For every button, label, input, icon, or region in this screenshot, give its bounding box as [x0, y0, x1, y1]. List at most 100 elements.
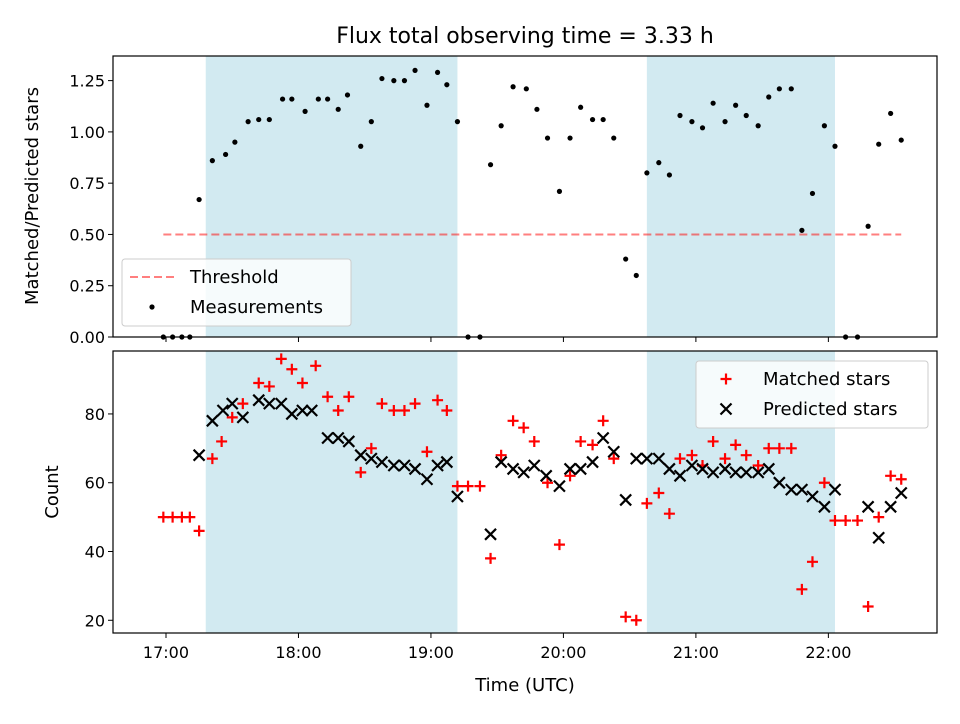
measurement-point [788, 86, 794, 92]
measurement-point [498, 123, 504, 129]
measurement-point [776, 86, 782, 92]
predicted-star-point [894, 486, 908, 500]
matched-star-point [206, 453, 218, 465]
bottom-x-tick-label: 19:00 [408, 643, 454, 662]
bottom-y-tick-label: 40 [85, 542, 105, 561]
measurement-point [325, 96, 331, 102]
matched-star-point [507, 415, 519, 427]
matched-star-point [332, 404, 344, 416]
predicted-star-point [236, 411, 250, 424]
legend-predicted-swatch [719, 402, 733, 416]
measurement-point [755, 123, 761, 129]
predicted-star-point [354, 448, 368, 462]
matched-star-point [237, 398, 249, 410]
bottom-y-tick-label: 80 [85, 405, 105, 424]
legend-predicted-label: Predicted stars [763, 399, 897, 420]
matched-star-point [451, 480, 463, 492]
predicted-star-point [342, 435, 356, 448]
predicted-star-point [285, 407, 299, 421]
measurements-layer [160, 67, 904, 340]
measurement-point [544, 135, 551, 141]
matched-star-point [157, 511, 169, 523]
top-y-tick-label: 0.50 [69, 225, 105, 244]
matched-star-point [885, 470, 897, 482]
matched-star-point [322, 391, 334, 403]
matched-star-point [528, 435, 540, 447]
matched-star-point [355, 466, 367, 478]
predicted-star-point [729, 466, 742, 479]
predicted-star-point [574, 462, 587, 476]
predicted-star-point [872, 531, 885, 545]
top-shaded-region-2 [646, 56, 835, 337]
measurement-point [832, 143, 838, 149]
matched-star-point [785, 442, 797, 454]
predicted-star-point [663, 462, 676, 476]
measurement-point [567, 135, 573, 141]
measurement-point [699, 125, 706, 131]
matched-star-point [663, 508, 675, 520]
matched-stars-layer [157, 353, 907, 626]
top-y-tick-label: 1.00 [69, 123, 105, 142]
matched-star-point [796, 583, 808, 595]
measurement-point [487, 162, 494, 168]
matched-star-point [542, 477, 554, 489]
predicted-star-point [673, 469, 687, 483]
measurement-point [623, 256, 629, 262]
matched-star-point [719, 453, 731, 465]
matched-star-point [564, 470, 576, 482]
predicted-star-point [806, 490, 819, 503]
matched-star-point [421, 446, 433, 458]
matched-star-point [263, 380, 275, 392]
predicted-star-point [387, 459, 401, 472]
predicted-star-point [527, 459, 541, 472]
matched-star-point [253, 377, 265, 389]
predicted-star-point [252, 393, 266, 407]
predicted-star-point [206, 414, 219, 428]
predicted-star-point [762, 462, 776, 476]
predicted-star-point [274, 397, 288, 410]
measurement-point [799, 227, 805, 233]
matched-star-point [398, 404, 410, 416]
top-x-ticks [165, 337, 829, 342]
measurement-point [766, 94, 772, 100]
matched-star-point [641, 497, 653, 509]
top-y-axis-label: Matched/Predicted stars [22, 87, 43, 305]
matched-star-point [674, 453, 686, 465]
matched-star-point [752, 460, 764, 472]
predicted-star-point [784, 483, 798, 496]
predicted-star-point [375, 455, 389, 469]
predicted-star-point [696, 462, 709, 476]
predicted-star-point [506, 462, 520, 476]
matched-star-point [895, 473, 907, 485]
bottom-x-tick-label: 21:00 [673, 643, 719, 662]
measurement-point [689, 119, 695, 125]
matched-star-point [310, 360, 322, 372]
measurement-point [256, 116, 262, 123]
bottom-x-axis-label: Time (UTC) [474, 675, 575, 696]
predicted-star-point [884, 500, 897, 514]
bottom-axes-frame [112, 350, 938, 634]
predicted-stars-layer [192, 393, 908, 545]
matched-star-point [763, 442, 775, 454]
measurement-point [232, 139, 238, 145]
predicted-star-point [420, 472, 434, 486]
matched-star-point [376, 398, 388, 410]
measurement-point [733, 102, 739, 108]
predicted-star-point [192, 448, 206, 462]
matched-star-point [365, 442, 377, 454]
measurement-point [876, 141, 882, 147]
measurement-point [510, 84, 516, 90]
predicted-star-point [365, 452, 378, 465]
matched-star-point [829, 515, 841, 527]
bottom-y-tick-label: 20 [85, 611, 105, 630]
bottom-legend: Matched stars Predicted stars [695, 360, 929, 429]
bottom-x-tick-label: 18:00 [275, 643, 321, 662]
bottom-x-axis: 17:00 18:00 19:00 20:00 21:00 22:00 [143, 633, 851, 662]
measurement-point [266, 116, 272, 123]
matched-star-point [840, 515, 852, 527]
measurement-point [196, 196, 202, 203]
measurement-point [279, 96, 286, 102]
matched-star-point [852, 515, 864, 527]
measurement-point [424, 102, 430, 108]
